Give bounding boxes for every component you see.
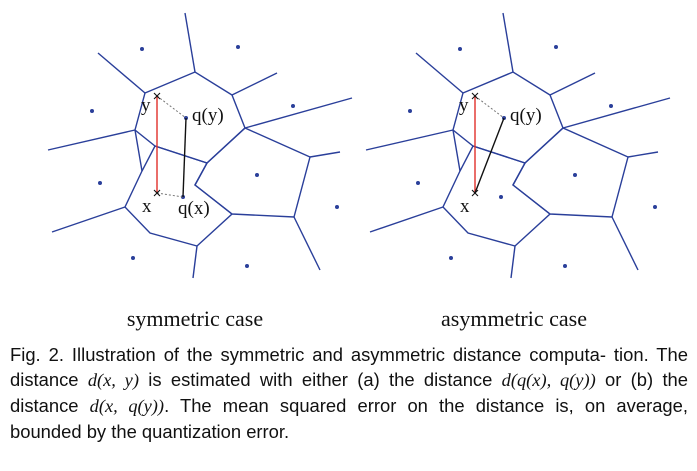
- voronoi-cell-qy: [452, 71, 564, 164]
- site-dot: [653, 205, 657, 209]
- estimated-distance-line: [182, 117, 187, 198]
- site-dot: [458, 47, 462, 51]
- site-dot: [140, 47, 144, 51]
- site-dot: [554, 45, 558, 49]
- x-marker-x: [153, 189, 161, 197]
- site-dot: [98, 181, 102, 185]
- asymmetric-panel: y q(y) x asymmetric case: [365, 12, 671, 331]
- label-y: y: [459, 95, 469, 116]
- caption-text: Fig. 2. Illustration of the symmetric an…: [10, 344, 688, 390]
- caption-text: . The mean squared error on the distance…: [10, 395, 688, 442]
- site-dot: [573, 173, 577, 177]
- x-marker-x: [471, 189, 479, 197]
- site-dot: [255, 173, 259, 177]
- caption-math-dxy: d(x, y): [87, 370, 139, 390]
- caption-text: or (b) the distance: [10, 369, 689, 416]
- quantization-y: [156, 95, 187, 119]
- x-marker-y: [471, 92, 479, 100]
- panel-title-symmetric: symmetric case: [127, 306, 263, 331]
- site-dot: [416, 181, 420, 185]
- site-dot: [408, 109, 412, 113]
- label-y: y: [141, 95, 151, 116]
- site-dot: [245, 264, 249, 268]
- label-x: x: [460, 196, 470, 217]
- site-dot: [609, 104, 613, 108]
- site-dot: [236, 45, 240, 49]
- label-qy: q(y): [510, 105, 542, 126]
- estimated-distance-line: [474, 117, 505, 194]
- figure-caption: Fig. 2. Illustration of the symmetric an…: [10, 342, 688, 444]
- panel-title-asymmetric: asymmetric case: [441, 306, 587, 331]
- voronoi-cell-right: [194, 127, 311, 218]
- label-x: x: [142, 196, 152, 217]
- x-marker-y: [153, 92, 161, 100]
- voronoi-edges: [47, 12, 353, 279]
- site-dot: [563, 264, 567, 268]
- voronoi-cell-qy: [134, 71, 246, 164]
- symmetric-panel: y q(y) x q(x) symmetric case: [47, 12, 353, 331]
- caption-math-dxqy: d(x, q(y)): [89, 396, 165, 416]
- quantization-y: [474, 95, 505, 119]
- site-dot: [499, 195, 503, 199]
- site-dot: [335, 205, 339, 209]
- voronoi-sites: [90, 45, 339, 268]
- caption-math-dqxqy: d(q(x), q(y)): [501, 370, 596, 390]
- site-dot: [131, 256, 135, 260]
- site-dot: [449, 256, 453, 260]
- voronoi-edges: [365, 12, 671, 279]
- voronoi-cell-right: [512, 127, 629, 218]
- quantization-x: [156, 192, 184, 198]
- site-dot: [90, 109, 94, 113]
- site-dot: [291, 104, 295, 108]
- caption-text: is estimated with either (a) the distanc…: [138, 369, 502, 390]
- label-qx: q(x): [178, 198, 210, 219]
- label-qy: q(y): [192, 105, 224, 126]
